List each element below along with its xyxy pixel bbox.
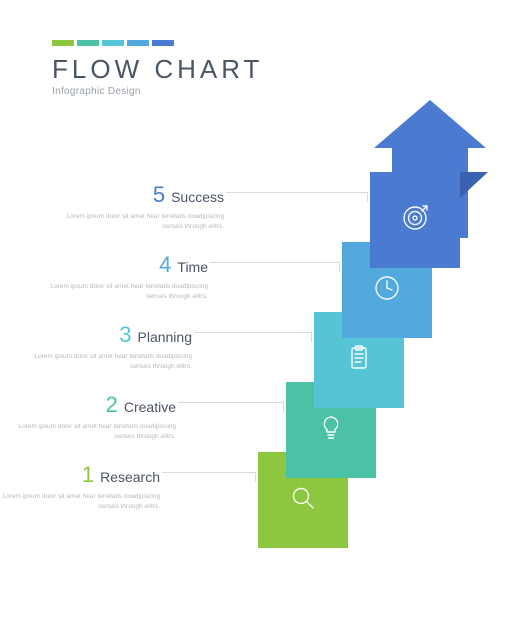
clipboard-icon xyxy=(341,340,377,381)
step-number: 2 xyxy=(106,392,118,418)
step-number: 3 xyxy=(119,322,131,348)
connector-line xyxy=(178,402,284,412)
arrow-head xyxy=(374,100,486,148)
connector-line xyxy=(226,192,368,202)
flow-chart-canvas: 5 Success Lorem ipsum dolor sit amet hear … xyxy=(0,0,511,626)
step-description: Lorem ipsum dolor sit amet hear tenetati… xyxy=(54,212,224,232)
step-description: Lorem ipsum dolor sit amet hear tenetati… xyxy=(6,422,176,442)
clock-icon xyxy=(369,270,405,311)
step-title: Time xyxy=(177,259,208,275)
connector-line xyxy=(162,472,256,482)
step-panel xyxy=(370,172,460,268)
connector-line xyxy=(210,262,340,272)
step-title: Planning xyxy=(138,329,193,345)
panel-fold xyxy=(460,172,488,198)
step-number: 1 xyxy=(82,462,94,488)
step-description: Lorem ipsum dolor sit amet hear tenetati… xyxy=(38,282,208,302)
step-description: Lorem ipsum dolor sit amet hear tenetati… xyxy=(22,352,192,372)
step-label: 5 Success Lorem ipsum dolor sit amet hear … xyxy=(54,182,224,232)
bulb-icon xyxy=(313,410,349,451)
step-number: 5 xyxy=(153,182,165,208)
step-label: 2 Creative Lorem ipsum dolor sit amet hear… xyxy=(6,392,176,442)
step-label: 3 Planning Lorem ipsum dolor sit amet hear… xyxy=(22,322,192,372)
target-icon xyxy=(397,200,433,241)
step-title: Creative xyxy=(124,399,176,415)
step-title: Research xyxy=(100,469,160,485)
step-number: 4 xyxy=(159,252,171,278)
step-label: 4 Time Lorem ipsum dolor sit amet hear ten… xyxy=(38,252,208,302)
search-icon xyxy=(285,480,321,521)
step-title: Success xyxy=(171,189,224,205)
step-description: Lorem ipsum dolor sit amet hear tenetati… xyxy=(0,492,160,512)
step-label: 1 Research Lorem ipsum dolor sit amet hear… xyxy=(0,462,160,512)
connector-line xyxy=(194,332,312,342)
